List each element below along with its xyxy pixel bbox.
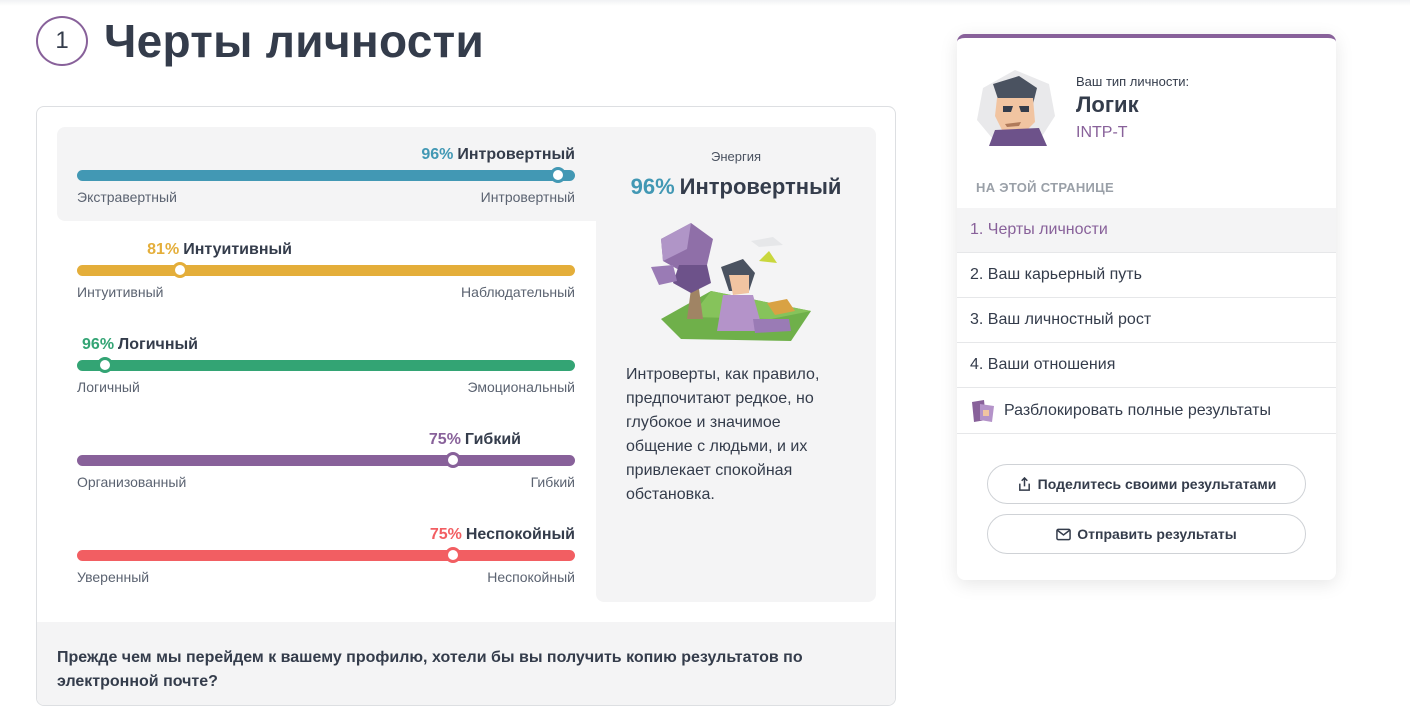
share-results-button[interactable]: Поделитесь своими результатами	[987, 464, 1306, 504]
detail-heading: 96% Интровертный	[596, 174, 876, 200]
trait-percent: 75%	[429, 526, 462, 543]
share-results-label: Поделитесь своими результатами	[1037, 476, 1277, 492]
detail-description: Интроверты, как правило, предпочитают ре…	[626, 366, 820, 503]
trait-bar	[77, 455, 575, 466]
unlock-icon	[972, 399, 994, 422]
toc-item-traits[interactable]: 1. Черты личности	[957, 208, 1336, 253]
trait-heading: 96% Интровертный	[421, 146, 575, 164]
toc-item-unlock[interactable]: Разблокировать полные результаты	[957, 388, 1336, 434]
trait-right-label: Эмоциональный	[467, 379, 575, 395]
trait-right-label: Гибкий	[530, 474, 575, 490]
top-bar	[0, 0, 1410, 6]
trait-percent: 75%	[428, 431, 461, 448]
trait-left-label: Уверенный	[77, 569, 150, 585]
detail-category: Энергия	[710, 149, 762, 164]
sidebar: Ваш тип личности: Логик INTP-T НА ЭТОЙ С…	[957, 34, 1336, 580]
email-prompt-text: Прежде чем мы перейдем к вашему профилю,…	[57, 649, 803, 690]
trait-name: Неспокойный	[465, 526, 575, 543]
table-of-contents: 1. Черты личности 2. Ваш карьерный путь …	[957, 208, 1336, 434]
trait-right-label: Неспокойный	[487, 569, 575, 585]
section-number-badge: 1	[36, 16, 88, 66]
trait-bar	[77, 170, 575, 181]
toc-item-label: 4. Ваши отношения	[970, 356, 1116, 373]
trait-knob	[444, 452, 461, 468]
trait-percent: 96%	[421, 146, 454, 163]
personality-avatar	[977, 70, 1055, 146]
trait-knob	[444, 547, 461, 563]
trait-heading: 96% Логичный	[82, 336, 198, 354]
trait-left-label: Экстравертный	[77, 189, 177, 205]
detail-trait-name: Интровертный	[679, 174, 842, 199]
trait-bar	[77, 550, 575, 561]
share-icon	[1018, 476, 1030, 491]
toc-caption: НА ЭТОЙ СТРАНИЦЕ	[976, 180, 1114, 195]
trait-bar	[77, 360, 575, 371]
toc-item-label: 3. Ваш личностный рост	[970, 311, 1152, 328]
toc-item-career[interactable]: 2. Ваш карьерный путь	[957, 253, 1336, 298]
email-prompt: Прежде чем мы перейдем к вашему профилю,…	[37, 622, 895, 705]
trait-heading: 75% Гибкий	[429, 431, 521, 449]
trait-detail-panel: Энергия 96% Интровертный Интроверты, как …	[596, 127, 876, 602]
trait-left-label: Организованный	[77, 474, 187, 490]
trait-left-label: Интуитивный	[77, 284, 164, 300]
trait-right-label: Интровертный	[480, 189, 575, 205]
page-title: Черты личности	[104, 15, 485, 67]
trait-bar	[77, 265, 575, 276]
trait-heading: 75% Неспокойный	[430, 526, 575, 544]
toc-item-relationships[interactable]: 4. Ваши отношения	[957, 343, 1336, 388]
trait-name: Интровертный	[457, 146, 575, 163]
personality-type-name: Логик	[1076, 92, 1139, 117]
mail-icon	[1056, 528, 1072, 540]
toc-item-label: 1. Черты личности	[970, 221, 1108, 238]
introvert-illustration	[651, 223, 811, 341]
email-results-label: Отправить результаты	[1077, 526, 1237, 542]
trait-name: Гибкий	[464, 431, 521, 448]
trait-left-label: Логичный	[77, 379, 140, 395]
personality-type-caption: Ваш тип личности:	[1076, 74, 1190, 89]
trait-knob	[172, 262, 189, 278]
traits-card: 96% Интровертный Экстравертный Интровертный…	[36, 106, 896, 706]
trait-knob	[549, 167, 566, 183]
trait-percent: 96%	[82, 336, 115, 353]
toc-item-label: Разблокировать полные результаты	[1004, 401, 1272, 419]
trait-name: Логичный	[118, 336, 198, 353]
toc-item-growth[interactable]: 3. Ваш личностный рост	[957, 298, 1336, 343]
toc-item-label: 2. Ваш карьерный путь	[970, 266, 1142, 283]
email-results-button[interactable]: Отправить результаты	[987, 514, 1306, 554]
trait-name: Интуитивный	[183, 241, 292, 258]
trait-percent: 81%	[147, 241, 180, 258]
detail-percent: 96%	[630, 174, 675, 199]
personality-type-code: INTP-T	[1076, 124, 1128, 141]
trait-knob	[96, 357, 113, 373]
trait-right-label: Наблюдательный	[461, 284, 575, 300]
trait-heading: 81% Интуитивный	[147, 241, 292, 259]
